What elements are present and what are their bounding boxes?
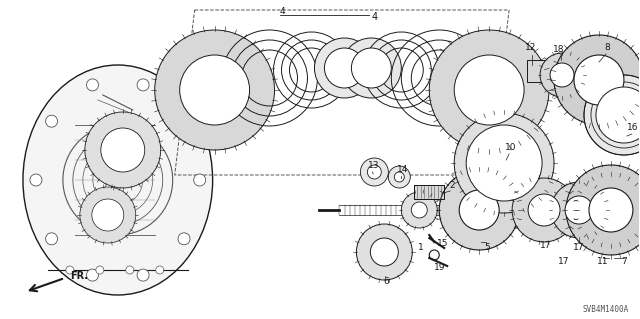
Circle shape <box>45 233 58 245</box>
Circle shape <box>388 166 410 188</box>
Circle shape <box>528 194 560 226</box>
Circle shape <box>574 55 624 105</box>
Circle shape <box>367 165 381 179</box>
Circle shape <box>351 48 391 88</box>
Text: 4: 4 <box>280 8 285 17</box>
Circle shape <box>460 190 499 230</box>
Circle shape <box>96 266 104 274</box>
Text: 19: 19 <box>433 263 445 272</box>
Circle shape <box>412 202 428 218</box>
Circle shape <box>554 35 640 125</box>
Text: 8: 8 <box>604 43 610 53</box>
Text: 4: 4 <box>371 12 378 22</box>
Circle shape <box>324 48 364 88</box>
Ellipse shape <box>23 65 212 295</box>
Circle shape <box>589 188 633 232</box>
Circle shape <box>593 192 629 228</box>
Circle shape <box>86 269 99 281</box>
Circle shape <box>126 266 134 274</box>
Circle shape <box>401 192 437 228</box>
Circle shape <box>584 75 640 155</box>
Circle shape <box>550 63 574 87</box>
Circle shape <box>551 182 607 238</box>
Circle shape <box>80 187 136 243</box>
Text: 16: 16 <box>627 123 639 132</box>
Circle shape <box>156 266 164 274</box>
Text: 7: 7 <box>621 257 627 266</box>
Circle shape <box>512 178 576 242</box>
Circle shape <box>194 174 205 186</box>
Circle shape <box>155 30 275 150</box>
Text: 18: 18 <box>554 46 564 55</box>
Circle shape <box>85 112 161 188</box>
Text: 11: 11 <box>597 257 609 266</box>
Text: 17: 17 <box>558 257 570 266</box>
Circle shape <box>92 199 124 231</box>
Circle shape <box>137 269 149 281</box>
Text: 10: 10 <box>506 144 517 152</box>
Text: 15: 15 <box>436 239 448 248</box>
Text: 2: 2 <box>449 181 455 189</box>
Text: FR.: FR. <box>70 271 88 281</box>
Text: 13: 13 <box>367 161 379 170</box>
Circle shape <box>360 158 388 186</box>
Circle shape <box>540 53 584 97</box>
Text: 14: 14 <box>397 166 408 174</box>
Circle shape <box>566 165 640 255</box>
Circle shape <box>66 266 74 274</box>
Circle shape <box>178 115 190 127</box>
Circle shape <box>341 38 401 98</box>
Text: 1: 1 <box>419 243 424 253</box>
Circle shape <box>429 30 549 150</box>
Circle shape <box>314 38 374 98</box>
Circle shape <box>429 250 439 260</box>
Circle shape <box>45 115 58 127</box>
Circle shape <box>180 55 250 125</box>
Text: 17: 17 <box>573 243 585 253</box>
Circle shape <box>101 128 145 172</box>
Circle shape <box>565 196 593 224</box>
Circle shape <box>178 233 190 245</box>
Text: 6: 6 <box>383 278 389 286</box>
Circle shape <box>454 113 554 213</box>
Circle shape <box>356 224 412 280</box>
Circle shape <box>30 174 42 186</box>
Bar <box>414 185 444 199</box>
Circle shape <box>439 170 519 250</box>
Circle shape <box>596 87 640 143</box>
Circle shape <box>86 79 99 91</box>
Text: SVB4M1400A: SVB4M1400A <box>582 305 629 314</box>
Bar <box>414 185 444 199</box>
Circle shape <box>466 125 542 201</box>
Text: 5: 5 <box>484 243 490 253</box>
Bar <box>527 60 545 82</box>
Circle shape <box>371 238 398 266</box>
Circle shape <box>394 172 404 182</box>
Text: 17: 17 <box>540 241 552 249</box>
Circle shape <box>137 79 149 91</box>
Text: 12: 12 <box>525 43 537 53</box>
Circle shape <box>576 175 640 245</box>
Circle shape <box>454 55 524 125</box>
